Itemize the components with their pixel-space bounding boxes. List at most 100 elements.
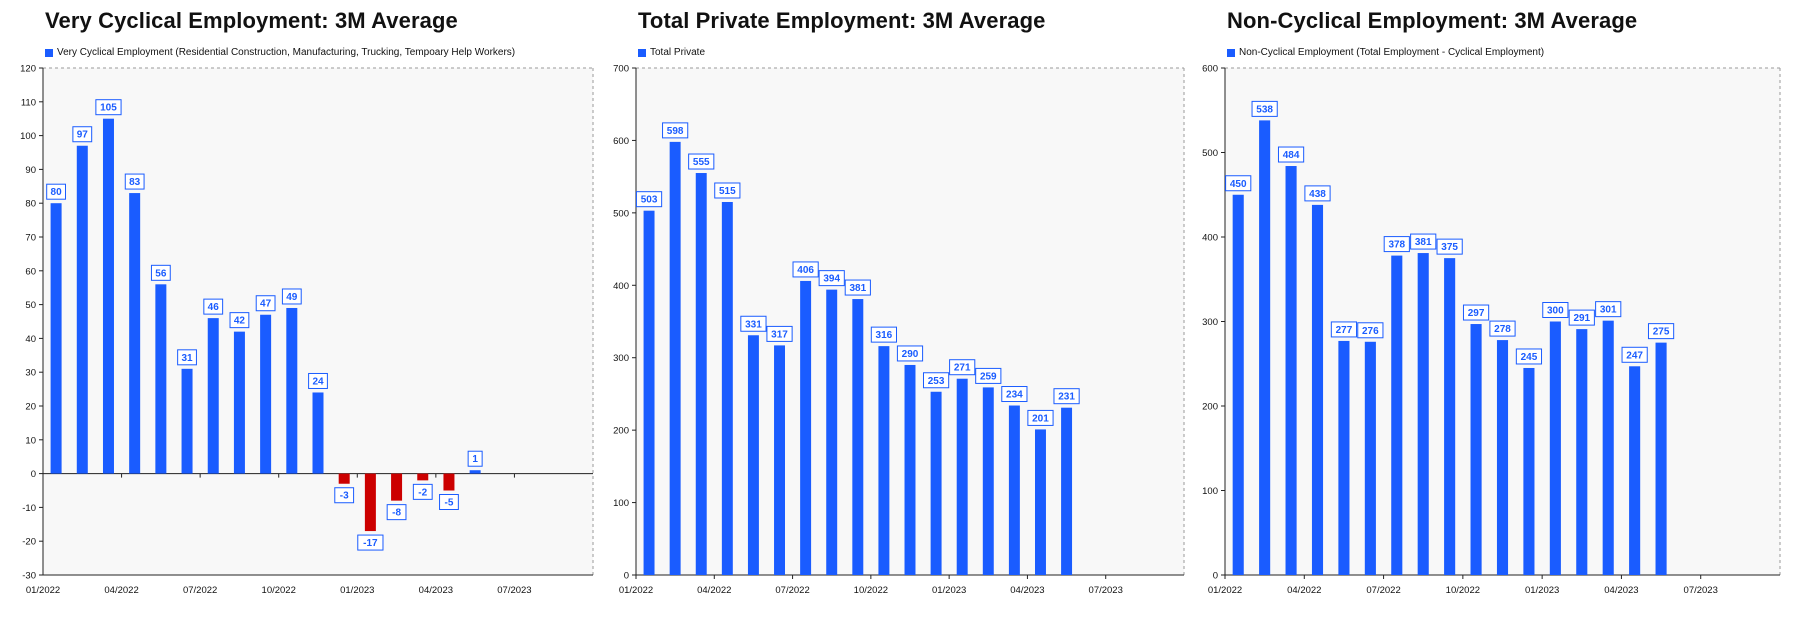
legend-swatch (45, 48, 53, 57)
y-tick-label: 400 (1202, 233, 1218, 244)
data-label-box (635, 191, 663, 208)
data-label: 438 (1309, 189, 1326, 200)
bar (1364, 341, 1376, 575)
bar (155, 284, 167, 474)
y-tick-label: -30 (22, 571, 36, 582)
y-tick-label: 300 (1202, 317, 1218, 328)
data-label: 83 (129, 177, 141, 188)
data-label-box (1489, 320, 1516, 337)
data-label: 290 (902, 349, 919, 360)
data-label-box (124, 173, 145, 190)
data-label-box (1436, 238, 1463, 255)
y-tick-label: 0 (31, 469, 36, 480)
y-tick-label: 400 (613, 281, 629, 292)
data-label-box (467, 450, 483, 467)
bar (1061, 407, 1073, 575)
y-tick-label: 200 (1202, 402, 1218, 413)
data-label: 42 (234, 316, 246, 327)
bar (207, 318, 219, 474)
data-label: 47 (260, 299, 272, 310)
data-label: 406 (797, 265, 814, 276)
data-label-box (1621, 346, 1648, 363)
data-label: 331 (745, 319, 762, 330)
y-tick-label: 600 (1202, 64, 1218, 75)
data-label: 49 (286, 292, 298, 303)
y-tick-label: 40 (25, 334, 36, 345)
y-tick-label: 500 (1202, 148, 1218, 159)
bar (747, 335, 759, 575)
data-label: 275 (1653, 327, 1670, 338)
data-label: 300 (1547, 306, 1564, 317)
data-label-box (386, 504, 407, 521)
y-tick-label: 50 (25, 300, 36, 311)
data-label: -3 (340, 491, 349, 502)
x-tick-label: 01/2022 (1208, 585, 1242, 596)
y-tick-label: 600 (613, 136, 629, 147)
bar (1444, 258, 1456, 575)
data-label-box (1357, 322, 1384, 339)
data-label: 394 (823, 274, 840, 285)
bar (1470, 324, 1482, 575)
data-label-box (1647, 323, 1675, 340)
data-label-box (1410, 233, 1437, 250)
data-label-box (1542, 302, 1569, 318)
bar (286, 307, 298, 474)
chart-title: Non-Cyclical Employment: 3M Average (1227, 8, 1638, 33)
x-tick-label: 04/2023 (1604, 585, 1638, 596)
data-label: -5 (444, 498, 453, 509)
y-tick-label: 20 (25, 402, 36, 413)
data-label-box (203, 298, 224, 315)
data-label-box (229, 312, 250, 329)
data-label: 1 (472, 454, 478, 465)
data-label-box (1383, 236, 1410, 253)
data-label-box (714, 182, 741, 199)
bar (826, 289, 838, 575)
bar (930, 391, 942, 575)
y-tick-label: 500 (613, 208, 629, 219)
bar (956, 378, 968, 575)
bar (1285, 166, 1297, 575)
data-label: -8 (392, 508, 401, 519)
bar (102, 118, 114, 474)
data-label-box (357, 534, 384, 551)
data-label-box (1053, 388, 1080, 405)
data-label: -2 (418, 487, 427, 498)
bar (260, 314, 272, 474)
data-label-box (1251, 100, 1278, 117)
bar (1496, 340, 1509, 575)
data-label-box (334, 487, 355, 504)
data-label: 538 (1256, 104, 1273, 115)
data-label-box (95, 99, 122, 116)
data-label: 97 (77, 130, 89, 141)
x-tick-label: 01/2022 (619, 585, 653, 596)
data-label: 291 (1573, 313, 1590, 324)
data-label: 259 (980, 371, 997, 382)
bar (1259, 120, 1271, 575)
bar (982, 387, 994, 575)
data-label-box (949, 359, 976, 376)
bar (417, 473, 429, 481)
data-label: 46 (208, 302, 220, 313)
legend-swatch (1227, 48, 1235, 57)
data-label: 231 (1058, 392, 1075, 403)
y-tick-label: 300 (613, 353, 629, 364)
data-label: 80 (51, 187, 63, 198)
bar (878, 346, 890, 575)
data-label: 234 (1006, 390, 1023, 401)
bar (1417, 253, 1429, 575)
data-label: 278 (1494, 324, 1511, 335)
data-label: 316 (876, 330, 893, 341)
bar (233, 331, 245, 474)
data-label: 450 (1230, 179, 1247, 190)
y-tick-label: 80 (25, 199, 36, 210)
data-label: 247 (1626, 350, 1643, 361)
bar (1576, 329, 1588, 575)
bar (669, 141, 681, 575)
data-label-box (72, 126, 93, 143)
data-label-box (281, 288, 302, 305)
bar (129, 193, 141, 474)
legend-label: Non-Cyclical Employment (Total Employmen… (1239, 47, 1545, 58)
y-tick-label: 60 (25, 266, 36, 277)
x-tick-label: 04/2022 (104, 585, 138, 596)
chart-panel-total-private: Total Private Employment: 3M Average Tot… (590, 0, 1190, 628)
